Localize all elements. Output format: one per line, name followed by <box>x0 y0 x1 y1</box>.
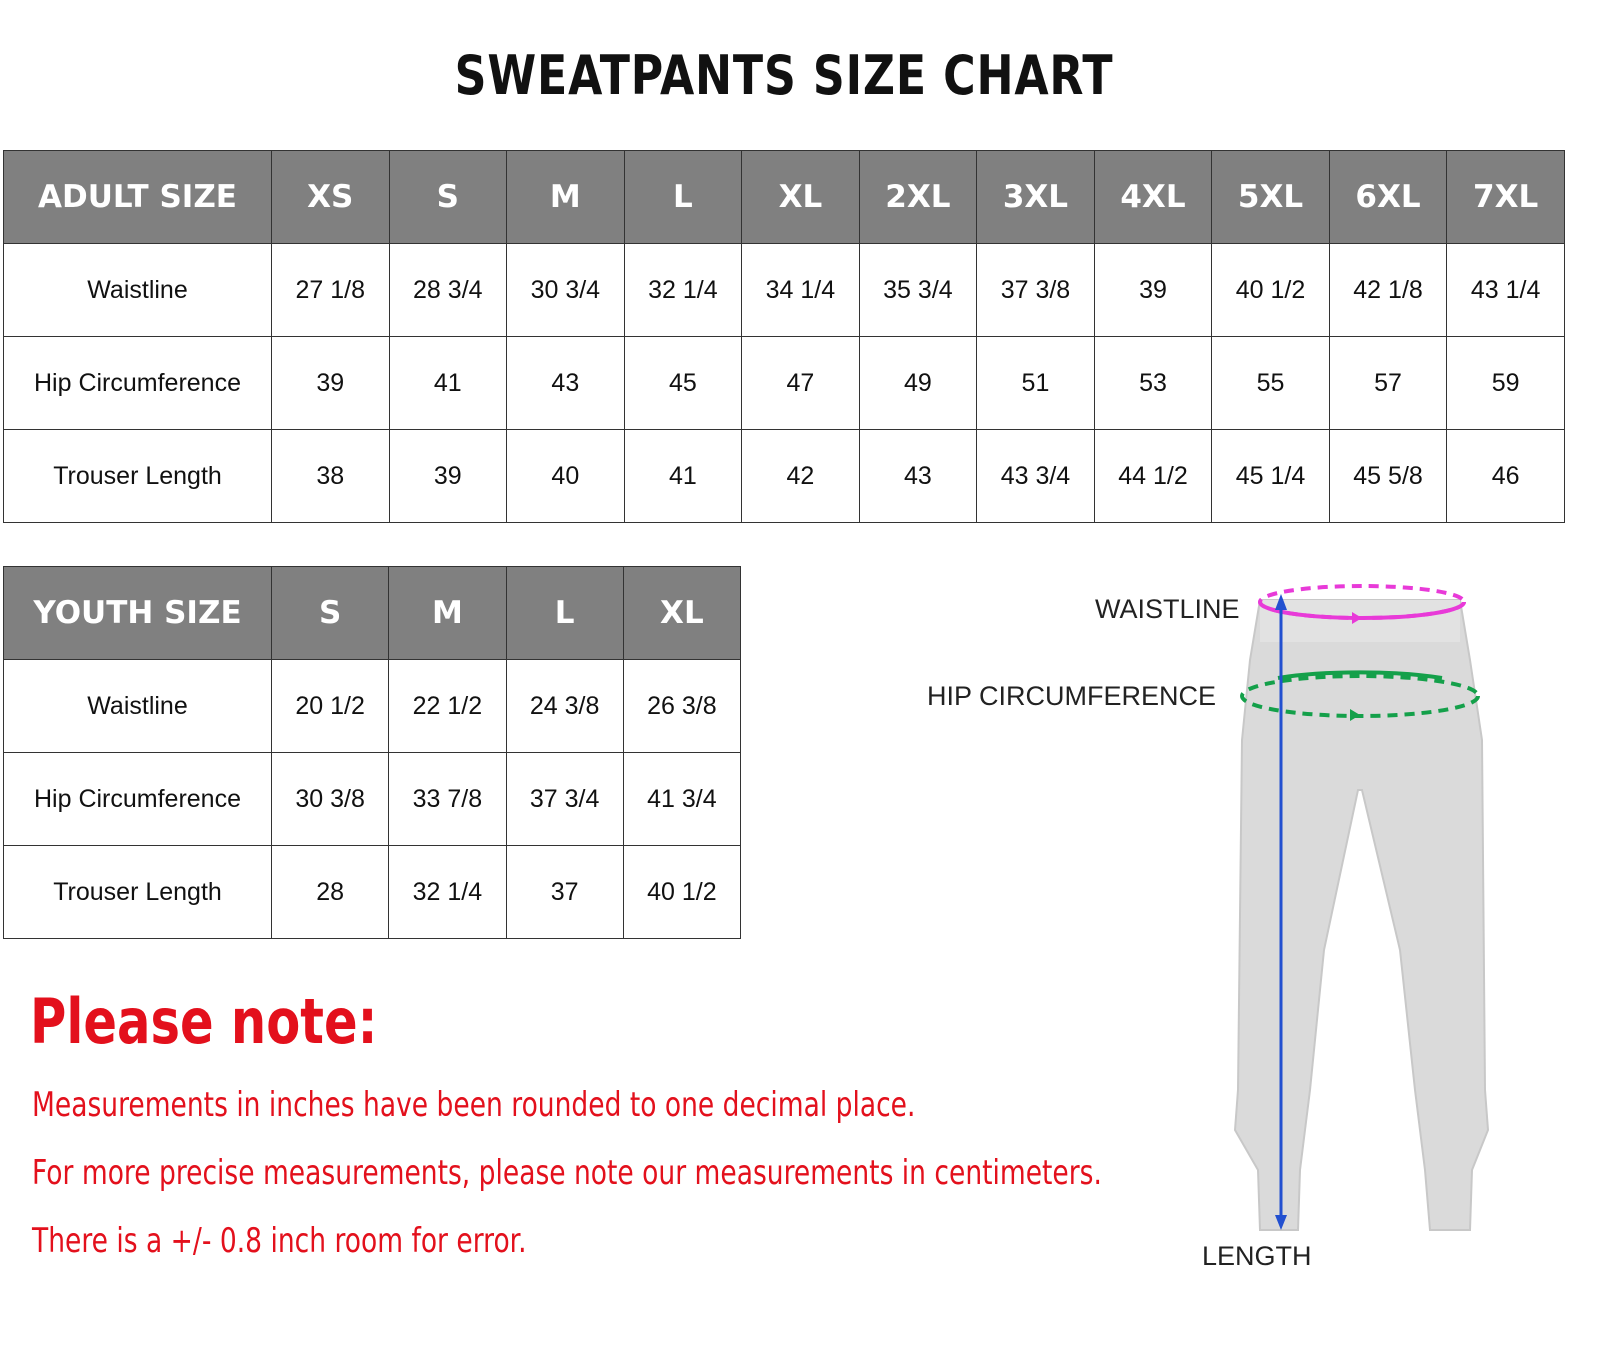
size-column-header: XL <box>622 566 742 660</box>
measurement-value: 43 <box>506 336 625 430</box>
measurement-value: 57 <box>1328 336 1448 430</box>
pants-shape <box>1233 599 1490 1231</box>
table-row: Hip Circumference 39 41 43 45 47 49 51 53 55 57 59 <box>3 336 1565 430</box>
measurement-value: 51 <box>976 336 1095 430</box>
size-column-header: S <box>388 150 508 244</box>
measurement-value: 49 <box>858 336 978 430</box>
measurement-value: 39 <box>271 336 390 430</box>
measurement-value: 37 3/8 <box>976 243 1095 337</box>
size-column-header: S <box>270 566 390 660</box>
measurement-label: Trouser Length <box>3 429 272 523</box>
measurement-value: 22 1/2 <box>388 659 507 753</box>
youth-size-table: YOUTH SIZE S M L XL Waistline 20 1/2 22 1/2 24 … <box>3 566 742 939</box>
measurement-value: 28 3/4 <box>388 243 508 337</box>
measurement-value: 59 <box>1446 336 1565 430</box>
note-line: Measurements in inches have been rounded… <box>32 1085 916 1125</box>
measurement-value: 43 3/4 <box>976 429 1095 523</box>
measurement-value: 41 <box>623 429 743 523</box>
measurement-value: 27 1/8 <box>271 243 390 337</box>
measurement-value: 55 <box>1211 336 1330 430</box>
measurement-value: 53 <box>1093 336 1213 430</box>
size-header-label: YOUTH SIZE <box>3 566 272 660</box>
measurement-value: 41 <box>388 336 508 430</box>
measurement-value: 30 3/4 <box>506 243 625 337</box>
measurement-value: 43 <box>858 429 978 523</box>
measurement-value: 32 1/4 <box>623 243 743 337</box>
measurement-value: 32 1/4 <box>388 845 507 939</box>
size-column-header: 3XL <box>976 150 1095 244</box>
length-label: LENGTH <box>1202 1241 1312 1271</box>
measurement-value: 46 <box>1446 429 1565 523</box>
measurement-value: 42 <box>741 429 860 523</box>
size-column-header: L <box>505 566 624 660</box>
measurement-value: 20 1/2 <box>270 659 390 753</box>
measurement-label: Waistline <box>3 659 272 753</box>
adult-size-table: ADULT SIZE XS S M L XL 2XL 3XL 4XL 5XL 6XL 7XL Wais… <box>3 150 1565 523</box>
waistband <box>1260 600 1460 642</box>
table-header-row: YOUTH SIZE S M L XL <box>3 566 742 660</box>
measurement-label: Waistline <box>3 243 272 337</box>
measurement-value: 34 1/4 <box>741 243 860 337</box>
measurement-value: 37 <box>505 845 624 939</box>
size-column-header: 2XL <box>858 150 978 244</box>
measurement-value: 39 <box>1093 243 1213 337</box>
size-column-header: 7XL <box>1446 150 1565 244</box>
table-row: Hip Circumference 30 3/8 33 7/8 37 3/4 41 3/… <box>3 752 742 846</box>
size-column-header: 5XL <box>1211 150 1330 244</box>
measurement-label: Hip Circumference <box>3 336 272 430</box>
waistline-label: WAISTLINE <box>1095 594 1240 624</box>
measurement-value: 44 1/2 <box>1093 429 1213 523</box>
size-column-header: M <box>388 566 507 660</box>
measurement-value: 43 1/4 <box>1446 243 1565 337</box>
measurement-value: 39 <box>388 429 508 523</box>
hip-circumference-label: HIP CIRCUMFERENCE <box>927 681 1217 711</box>
measurement-value: 40 <box>506 429 625 523</box>
page-title: SWEATPANTS SIZE CHART <box>454 44 1114 107</box>
measurement-value: 37 3/4 <box>505 752 624 846</box>
size-column-header: XL <box>741 150 860 244</box>
measurement-label: Hip Circumference <box>3 752 272 846</box>
size-column-header: M <box>506 150 625 244</box>
measurement-value: 33 7/8 <box>388 752 507 846</box>
measurement-value: 24 3/8 <box>505 659 624 753</box>
measurement-value: 45 5/8 <box>1328 429 1448 523</box>
note-line: For more precise measurements, please no… <box>32 1153 1102 1193</box>
sweatpants-illustration <box>1233 584 1490 1231</box>
size-column-header: 4XL <box>1093 150 1213 244</box>
size-column-header: 6XL <box>1328 150 1448 244</box>
table-header-row: ADULT SIZE XS S M L XL 2XL 3XL 4XL 5XL 6XL 7XL <box>3 150 1565 244</box>
table-row: Trouser Length 38 39 40 41 42 43 43 3/4 44 1/2 45… <box>3 429 1565 523</box>
size-column-header: XS <box>271 150 390 244</box>
measurement-value: 41 3/4 <box>622 752 742 846</box>
measurement-value: 35 3/4 <box>858 243 978 337</box>
note-line: There is a +/- 0.8 inch room for error. <box>32 1221 527 1261</box>
measurement-label: Trouser Length <box>3 845 272 939</box>
measurement-value: 40 1/2 <box>622 845 742 939</box>
measurement-value: 38 <box>271 429 390 523</box>
size-column-header: L <box>623 150 743 244</box>
measurement-value: 26 3/8 <box>622 659 742 753</box>
measurement-value: 42 1/8 <box>1328 243 1448 337</box>
measurement-value: 45 <box>623 336 743 430</box>
table-row: Waistline 20 1/2 22 1/2 24 3/8 26 3/8 <box>3 659 742 753</box>
measurement-value: 40 1/2 <box>1211 243 1330 337</box>
measurement-value: 28 <box>270 845 390 939</box>
measurement-value: 45 1/4 <box>1211 429 1330 523</box>
table-row: Trouser Length 28 32 1/4 37 40 1/2 <box>3 845 742 939</box>
table-row: Waistline 27 1/8 28 3/4 30 3/4 32 1/4 34 1/4 3… <box>3 243 1565 337</box>
hip-measure-icon <box>1240 674 1480 718</box>
measurement-value: 30 3/8 <box>270 752 390 846</box>
note-heading: Please note: <box>30 985 378 1058</box>
size-header-label: ADULT SIZE <box>3 150 272 244</box>
measurement-value: 47 <box>741 336 860 430</box>
